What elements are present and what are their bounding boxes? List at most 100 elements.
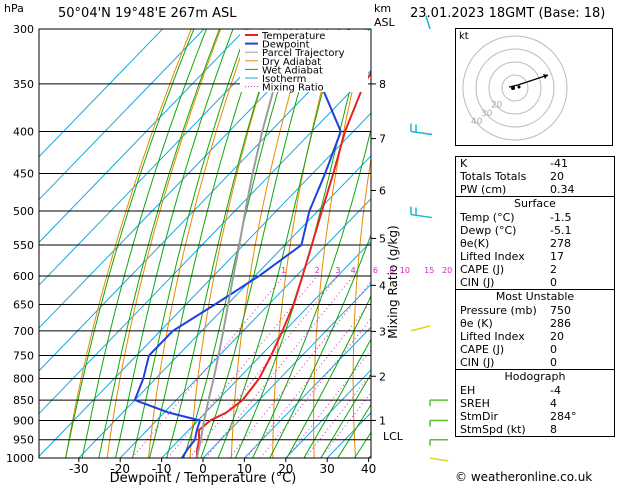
datetime-title: 23.01.2023 18GMT (Base: 18)	[410, 6, 606, 21]
hodograph-ring	[475, 48, 555, 128]
most-unstable-key: Pressure (mb)	[460, 304, 537, 317]
wet-adiabat	[200, 29, 318, 458]
most-unstable-row: Lifted Index 20	[456, 330, 614, 343]
most-unstable-key: CIN (J)	[460, 356, 495, 369]
surface-title: Surface	[514, 197, 556, 210]
height-tick-label: 7	[379, 133, 386, 146]
hodograph-stat-value: 4	[550, 397, 557, 410]
indices-table: K -41 Totals Totals 20 PW (cm) 0.34 Surface T…	[455, 156, 615, 437]
mixing-ratio-line	[189, 275, 339, 458]
wet-adiabat	[81, 29, 208, 458]
most-unstable-row: CIN (J) 0	[456, 356, 614, 369]
pressure-tick-label: 850	[13, 394, 34, 407]
x-tick-label: -20	[110, 462, 130, 476]
index-value: -41	[550, 157, 568, 170]
plot-frame	[38, 28, 372, 459]
height-ref-label: ASL	[374, 16, 395, 29]
surface-key: CAPE (J)	[460, 263, 505, 276]
isotherm-line	[119, 198, 371, 458]
wet-adiabat	[252, 127, 371, 458]
hodograph-point	[517, 85, 521, 89]
dewpoint-line	[133, 29, 350, 458]
x-tick-label: 10	[237, 462, 252, 476]
dry-adiabat	[352, 155, 371, 458]
height-tick-label: 5	[379, 232, 386, 245]
most-unstable-row: θe (K) 286	[456, 317, 614, 330]
surface-value: 2	[550, 263, 557, 276]
isotherm-line	[39, 29, 205, 201]
pressure-tick-label: 550	[13, 239, 34, 252]
legend-background	[240, 30, 368, 92]
wet-adiabat	[148, 29, 264, 458]
surface-value: 17	[550, 250, 564, 263]
hodograph-ring	[488, 61, 542, 115]
surface-value: -5.1	[550, 224, 572, 237]
hodograph-stat-row: SREH 4	[456, 397, 614, 410]
surface-row: Dewp (°C) -5.1	[456, 224, 614, 237]
index-value: 20	[550, 170, 564, 183]
surface-key: Dewp (°C)	[460, 224, 517, 237]
x-tick-label: 40	[361, 462, 376, 476]
dry-adiabat	[148, 29, 251, 458]
surface-value: 278	[550, 237, 571, 250]
hodograph-storm-marker	[511, 86, 515, 90]
wind-barb-surface	[429, 457, 449, 462]
surface-row: Temp (°C) -1.5	[456, 211, 614, 224]
pressure-tick-label: 400	[13, 126, 34, 139]
legend-entry: Temperature	[261, 31, 325, 42]
isotherm-line	[39, 29, 288, 286]
wet-adiabat	[217, 29, 341, 458]
wet-adiabat	[320, 373, 371, 458]
hodograph-stat-row: StmSpd (kt) 8	[456, 423, 614, 436]
isotherm-line	[160, 240, 371, 458]
wind-barb	[410, 206, 433, 219]
pressure-unit-label: hPa	[4, 2, 24, 15]
isotherm-line	[39, 29, 247, 244]
isotherm-line	[285, 369, 371, 458]
most-unstable-value: 0	[550, 356, 557, 369]
wet-adiabat	[303, 338, 371, 458]
pressure-tick-label: 900	[13, 414, 34, 427]
surface-value: 0	[550, 276, 557, 289]
height-tick-label: 4	[379, 279, 386, 292]
legend-entry: Dry Adiabat	[262, 57, 321, 68]
index-key: K	[460, 157, 468, 170]
height-tick-label: 3	[379, 325, 386, 338]
most-unstable-key: CAPE (J)	[460, 343, 505, 356]
wind-barb-low	[410, 325, 431, 332]
dry-adiabat	[230, 29, 310, 458]
hodograph-trace	[508, 74, 549, 88]
index-row: PW (cm) 0.34	[456, 183, 614, 196]
mixing-ratio-value-label: 10	[400, 266, 410, 275]
surface-key: θe(K)	[460, 237, 490, 250]
most-unstable-value: 286	[550, 317, 571, 330]
wet-adiabat	[183, 29, 298, 458]
parcel-trajectory-line	[195, 29, 292, 458]
pressure-tick-label: 500	[13, 205, 34, 218]
hodograph-stat-key: StmDir	[460, 410, 499, 423]
mixing-ratio-line	[304, 372, 371, 458]
lcl-label: LCL	[383, 430, 404, 443]
dry-adiabat	[65, 29, 192, 458]
index-value: 0.34	[550, 183, 575, 196]
pressure-tick-label: 750	[13, 349, 34, 362]
pressure-tick-label: 1000	[6, 452, 34, 465]
hodograph-stat-value: 284°	[550, 410, 577, 423]
index-key: Totals Totals	[460, 170, 527, 183]
hodograph-stat-key: EH	[460, 384, 476, 397]
mixing-ratio-value-label: 3	[335, 266, 340, 275]
most-unstable-title: Most Unstable	[495, 290, 575, 303]
x-tick-label: -10	[152, 462, 172, 476]
most-unstable-row: Pressure (mb) 750	[456, 304, 614, 317]
x-tick-label: 0	[199, 462, 207, 476]
hodograph-stat-value: 8	[550, 423, 557, 436]
surface-value: -1.5	[550, 211, 572, 224]
mixing-ratio-value-label: 2	[315, 266, 320, 275]
hodograph-ring-label: 30	[481, 109, 493, 119]
hodograph-stat-row: StmDir 284°	[456, 410, 614, 423]
legend-entry: Mixing Ratio	[262, 83, 324, 94]
wet-adiabat	[269, 233, 371, 458]
wet-adiabat	[337, 403, 371, 458]
